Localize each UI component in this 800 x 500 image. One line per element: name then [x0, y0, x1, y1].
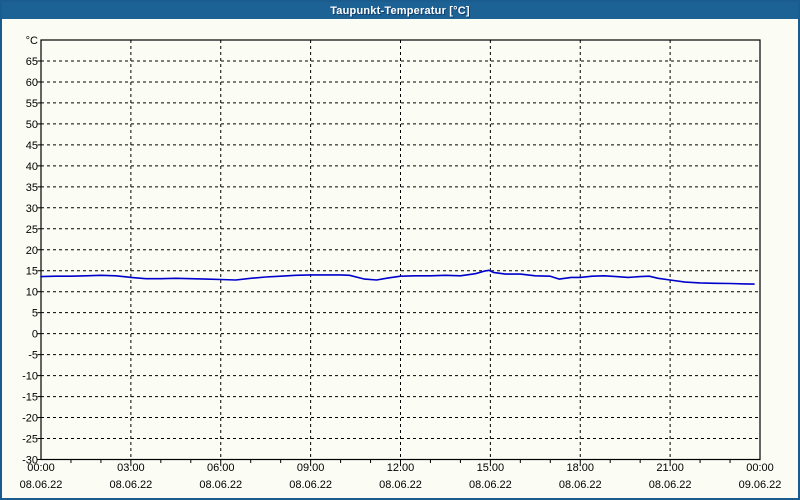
x-axis-labels: 00:00 08.06.22 03:00 08.06.22 06:00 08.06.22 0…: [20, 462, 782, 491]
svg-text:25: 25: [26, 224, 38, 236]
svg-text:30: 30: [26, 203, 38, 215]
x-date-label: 08.06.22: [109, 479, 152, 491]
y-axis-unit-label: °C: [26, 35, 38, 47]
svg-text:20: 20: [26, 245, 38, 257]
chart-area: -30 -25 -20 -15 -10 -5 0 5 10 15 20 25 30 35 40 45 50 55 6…: [2, 19, 798, 498]
svg-text:15: 15: [26, 266, 38, 278]
x-time-label: 00:00: [746, 462, 774, 474]
x-time-label: 00:00: [27, 462, 55, 474]
y-axis-labels: -30 -25 -20 -15 -10 -5 0 5 10 15 20 25 30 35 40 45 50 55 6…: [22, 35, 38, 467]
gridlines: [41, 40, 760, 460]
x-date-label: 08.06.22: [379, 479, 422, 491]
svg-text:-25: -25: [22, 434, 38, 446]
x-time-label: 18:00: [566, 462, 594, 474]
x-time-label: 12:00: [387, 462, 415, 474]
x-date-label: 08.06.22: [649, 479, 692, 491]
x-time-label: 03:00: [117, 462, 145, 474]
svg-text:0: 0: [32, 329, 38, 341]
axis-ticks: [37, 60, 731, 465]
x-date-label: 08.06.22: [199, 479, 242, 491]
x-date-label: 08.06.22: [20, 479, 63, 491]
svg-text:-30: -30: [22, 455, 38, 467]
x-time-label: 21:00: [656, 462, 684, 474]
x-date-label: 08.06.22: [559, 479, 602, 491]
plot-frame: [40, 39, 761, 461]
x-time-label: 09:00: [297, 462, 325, 474]
svg-text:-15: -15: [22, 392, 38, 404]
x-date-label: 08.06.22: [289, 479, 332, 491]
svg-text:-20: -20: [22, 413, 38, 425]
svg-text:-10: -10: [22, 371, 38, 383]
svg-text:10: 10: [26, 287, 38, 299]
svg-text:60: 60: [26, 77, 38, 89]
x-date-label: 09.06.22: [739, 479, 782, 491]
svg-text:45: 45: [26, 140, 38, 152]
x-date-label: 08.06.22: [469, 479, 512, 491]
svg-text:35: 35: [26, 182, 38, 194]
svg-text:55: 55: [26, 98, 38, 110]
svg-text:-5: -5: [28, 350, 38, 362]
x-time-label: 15:00: [477, 462, 505, 474]
svg-text:65: 65: [26, 56, 38, 68]
svg-text:5: 5: [32, 308, 38, 320]
svg-text:50: 50: [26, 119, 38, 131]
dewpoint-line-chart: -30 -25 -20 -15 -10 -5 0 5 10 15 20 25 30 35 40 45 50 55 6…: [20, 35, 782, 491]
window-titlebar: Taupunkt-Temperatur [°C]: [2, 2, 798, 19]
dewpoint-series-line: [40, 269, 755, 285]
window-title: Taupunkt-Temperatur [°C]: [330, 4, 470, 17]
svg-text:40: 40: [26, 161, 38, 173]
x-time-label: 06:00: [207, 462, 235, 474]
